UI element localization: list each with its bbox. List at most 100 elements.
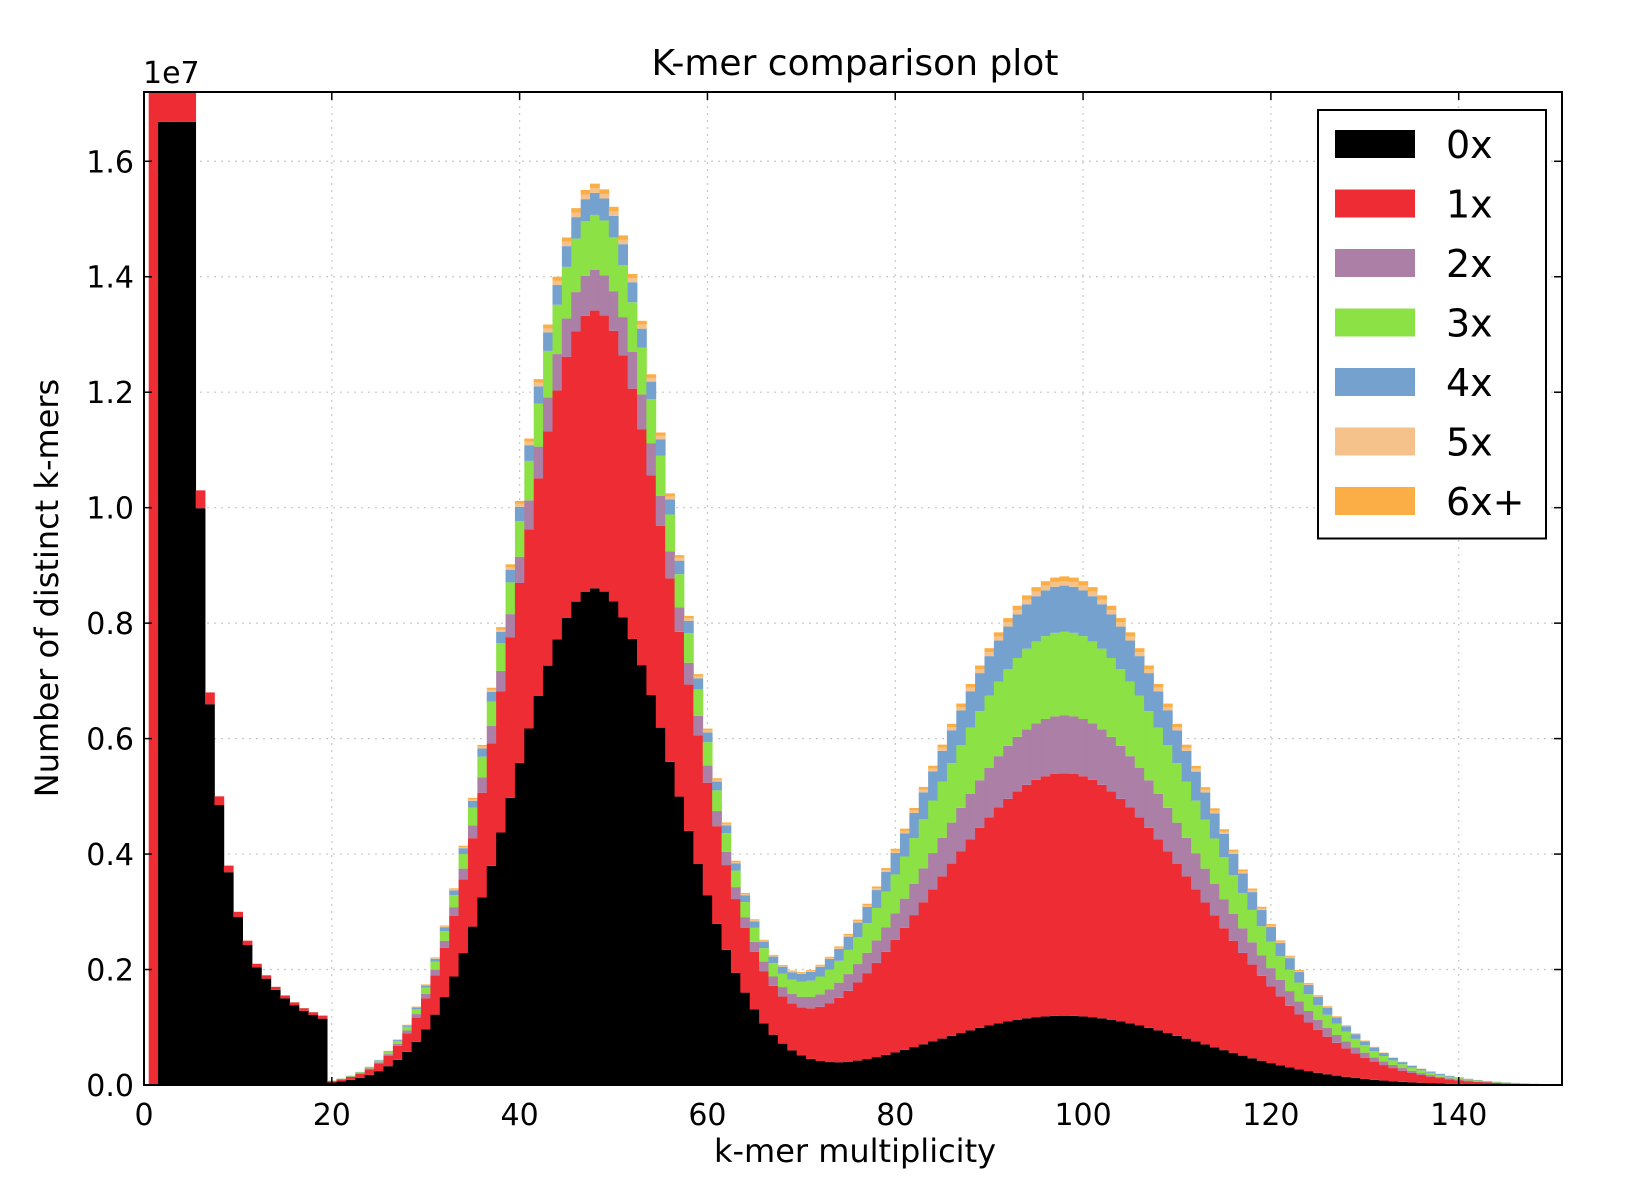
bar-0x-segment bbox=[1012, 1019, 1023, 1085]
bar-5x-segment bbox=[787, 971, 798, 973]
bar-4x-segment bbox=[1322, 1007, 1333, 1015]
bar-3x-segment bbox=[1472, 1080, 1483, 1082]
bar-1x-segment bbox=[730, 899, 741, 973]
bar-3x-segment bbox=[721, 833, 732, 852]
bar-2x-segment bbox=[834, 982, 845, 998]
bar-0x-segment bbox=[439, 997, 450, 1085]
bar-5x-segment bbox=[777, 965, 788, 967]
bar-6xplus-segment bbox=[646, 374, 657, 378]
bar-3x-segment bbox=[881, 891, 891, 928]
bar-1x-segment bbox=[853, 982, 863, 1061]
bar-4x-segment bbox=[1341, 1026, 1352, 1032]
bar-2x-segment bbox=[430, 969, 441, 976]
bar-0x-segment bbox=[1153, 1030, 1164, 1085]
bar-2x-segment bbox=[1162, 807, 1173, 852]
bar-1x-segment bbox=[1407, 1072, 1417, 1083]
bar-2x-segment bbox=[768, 976, 779, 986]
legend-swatch bbox=[1335, 249, 1415, 277]
bar-1x-segment bbox=[890, 939, 901, 1053]
bar-1x-segment bbox=[242, 940, 253, 946]
bar-2x-segment bbox=[1284, 991, 1295, 1006]
bar-3x-segment bbox=[1238, 892, 1248, 929]
bar-1x-segment bbox=[1012, 791, 1023, 1020]
bar-0x-segment bbox=[824, 1062, 835, 1085]
bar-6xplus-segment bbox=[918, 786, 929, 790]
bar-4x-segment bbox=[918, 792, 929, 820]
bar-0x-segment bbox=[270, 989, 281, 1085]
bar-2x-segment bbox=[1125, 756, 1136, 808]
bar-1x-segment bbox=[580, 315, 591, 592]
bar-5x-segment bbox=[1097, 599, 1107, 605]
bar-1x-segment bbox=[834, 997, 845, 1063]
bar-1x-segment bbox=[646, 475, 657, 696]
bar-4x-segment bbox=[421, 985, 431, 988]
bar-6xplus-segment bbox=[1115, 618, 1126, 623]
bar-3x-segment bbox=[1068, 632, 1079, 717]
bar-5x-segment bbox=[458, 846, 469, 849]
bar-6xplus-segment bbox=[1153, 684, 1164, 688]
bar-5x-segment bbox=[862, 905, 873, 908]
bar-5x-segment bbox=[1106, 610, 1117, 615]
bar-1x-segment bbox=[740, 927, 751, 993]
bar-1x-segment bbox=[317, 1015, 328, 1019]
bar-5x-segment bbox=[796, 972, 807, 974]
bar-2x-segment bbox=[355, 1073, 366, 1074]
legend-label: 2x bbox=[1446, 242, 1493, 286]
bar-4x-segment bbox=[430, 958, 441, 962]
bar-2x-segment bbox=[590, 270, 600, 311]
bar-6xplus-segment bbox=[890, 848, 901, 851]
bar-0x-segment bbox=[1144, 1027, 1154, 1085]
bar-6xplus-segment bbox=[655, 432, 666, 436]
bar-2x-segment bbox=[674, 607, 685, 632]
bar-1x-segment bbox=[486, 743, 497, 866]
bar-1x-segment bbox=[1360, 1057, 1370, 1079]
bar-5x-segment bbox=[768, 955, 779, 957]
bar-5x-segment bbox=[1125, 636, 1136, 641]
bar-3x-segment bbox=[674, 574, 685, 608]
bar-5x-segment bbox=[580, 194, 591, 200]
bar-4x-segment bbox=[881, 872, 891, 892]
bar-3x-segment bbox=[1397, 1064, 1408, 1069]
bar-5x-segment bbox=[608, 211, 619, 216]
bar-5x-segment bbox=[1228, 851, 1239, 854]
bar-5x-segment bbox=[1341, 1025, 1352, 1027]
bar-0x-segment bbox=[251, 967, 262, 1085]
bar-0x-segment bbox=[1397, 1081, 1408, 1085]
y-axis-ticks: 0.0 0.2 0.4 0.6 0.8 1.0 1.2 1.4 1.6 bbox=[86, 145, 1562, 1104]
bar-0x-segment bbox=[1031, 1017, 1042, 1085]
bar-3x-segment bbox=[1425, 1072, 1436, 1076]
bar-0x-segment bbox=[242, 945, 253, 1085]
bar-4x-segment bbox=[514, 506, 525, 522]
bar-1x-segment bbox=[984, 817, 995, 1026]
bar-0x-segment bbox=[486, 865, 497, 1085]
bar-2x-segment bbox=[618, 317, 629, 356]
bar-1x-segment bbox=[392, 1045, 403, 1060]
y-tick-label: 1.4 bbox=[86, 261, 134, 296]
bar-0x-segment bbox=[1360, 1078, 1370, 1085]
bar-1x-segment bbox=[1059, 773, 1070, 1016]
bar-2x-segment bbox=[1416, 1073, 1427, 1075]
bar-1x-segment bbox=[956, 851, 967, 1034]
bar-4x-segment bbox=[759, 941, 769, 949]
bar-1x-segment bbox=[289, 1002, 300, 1006]
bar-4x-segment bbox=[1228, 853, 1239, 876]
bar-1x-segment bbox=[308, 1012, 319, 1016]
bar-6xplus-segment bbox=[899, 828, 910, 831]
bar-1x-segment bbox=[1200, 902, 1211, 1045]
bar-3x-segment bbox=[1012, 657, 1023, 737]
bar-3x-segment bbox=[730, 870, 741, 888]
bar-1x-segment bbox=[918, 902, 929, 1045]
bar-2x-segment bbox=[862, 952, 873, 974]
bar-1x-segment bbox=[796, 1007, 807, 1056]
bar-4x-segment bbox=[1407, 1065, 1417, 1068]
y-tick-label: 0.0 bbox=[86, 1069, 134, 1104]
bar-4x-segment bbox=[1012, 614, 1023, 658]
bar-2x-segment bbox=[1247, 942, 1258, 965]
bar-0x-segment bbox=[1322, 1074, 1333, 1085]
bar-5x-segment bbox=[1153, 687, 1164, 692]
bar-6xplus-segment bbox=[993, 632, 1004, 637]
bar-0x-segment bbox=[1388, 1081, 1399, 1085]
bar-1x-segment bbox=[1425, 1076, 1436, 1084]
bar-2x-segment bbox=[458, 868, 469, 880]
bar-5x-segment bbox=[984, 652, 995, 657]
